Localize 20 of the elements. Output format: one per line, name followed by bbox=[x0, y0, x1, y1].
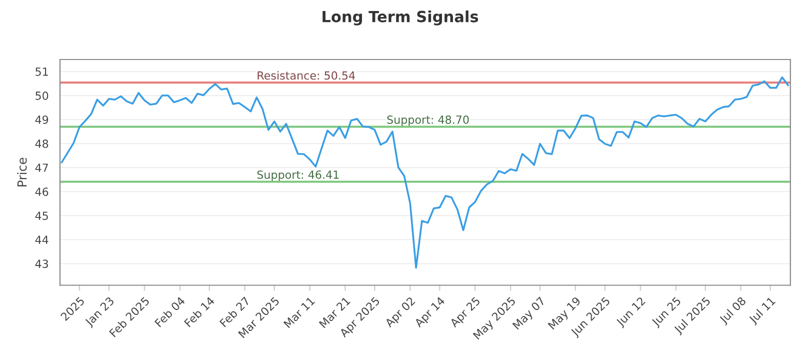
x-tick-label: Jan 23 bbox=[84, 296, 116, 328]
y-axis-title: Price bbox=[17, 158, 27, 186]
y-tick-label: 50 bbox=[36, 92, 48, 100]
y-tick-label: 51 bbox=[36, 68, 48, 76]
y-tick-label: 47 bbox=[35, 164, 48, 172]
x-tick-label: Mar 11 bbox=[283, 296, 316, 328]
y-tick-label: 46 bbox=[35, 188, 48, 196]
ref-line-label: Support: 48.70 bbox=[387, 115, 469, 126]
chart-title: Long Term Signals bbox=[322, 10, 478, 26]
x-tick-label: Jul 11 bbox=[748, 296, 778, 326]
y-tick-label: 49 bbox=[35, 116, 48, 124]
y-tick-label: 45 bbox=[35, 212, 48, 220]
y-tick-label: 44 bbox=[35, 236, 48, 244]
x-tick-label: Jul 08 bbox=[718, 296, 748, 326]
x-tick-label: Jun 12 bbox=[615, 296, 648, 328]
y-tick-label: 48 bbox=[35, 140, 48, 148]
ref-line-label: Support: 46.41 bbox=[257, 170, 339, 182]
ref-line-label: Resistance: 50.54 bbox=[258, 71, 355, 80]
x-tick-label: Feb 14 bbox=[184, 296, 216, 328]
y-tick-label: 43 bbox=[35, 260, 48, 268]
